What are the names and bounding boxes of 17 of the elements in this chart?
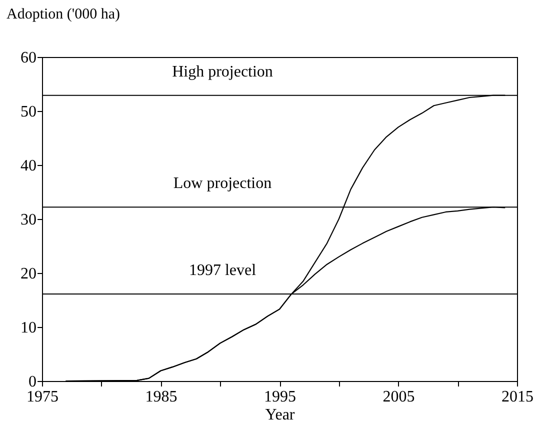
x-tick-label: 1995 [264,388,296,406]
y-tick-label: 40 [20,158,36,174]
y-tick-label: 30 [20,212,36,228]
x-tick-label: 1985 [145,388,178,406]
y-tick-label: 60 [20,50,36,66]
x-axis-title: Year [265,406,296,424]
y-tick-label: 50 [20,104,36,120]
y-tick-label: 0 [28,374,36,390]
x-tick-label: 2015 [502,388,534,406]
ref-line-label: 1997 level [188,262,257,280]
ref-line-label: High projection [172,63,273,80]
ref-line-label: Low projection [173,175,272,192]
x-tick-label: 2005 [382,388,415,406]
y-tick-label: 20 [20,266,36,282]
y-tick-label: 10 [20,320,36,336]
x-tick-label: 1975 [26,388,58,406]
y-axis-title: Adoption ('000 ha) [6,6,120,22]
